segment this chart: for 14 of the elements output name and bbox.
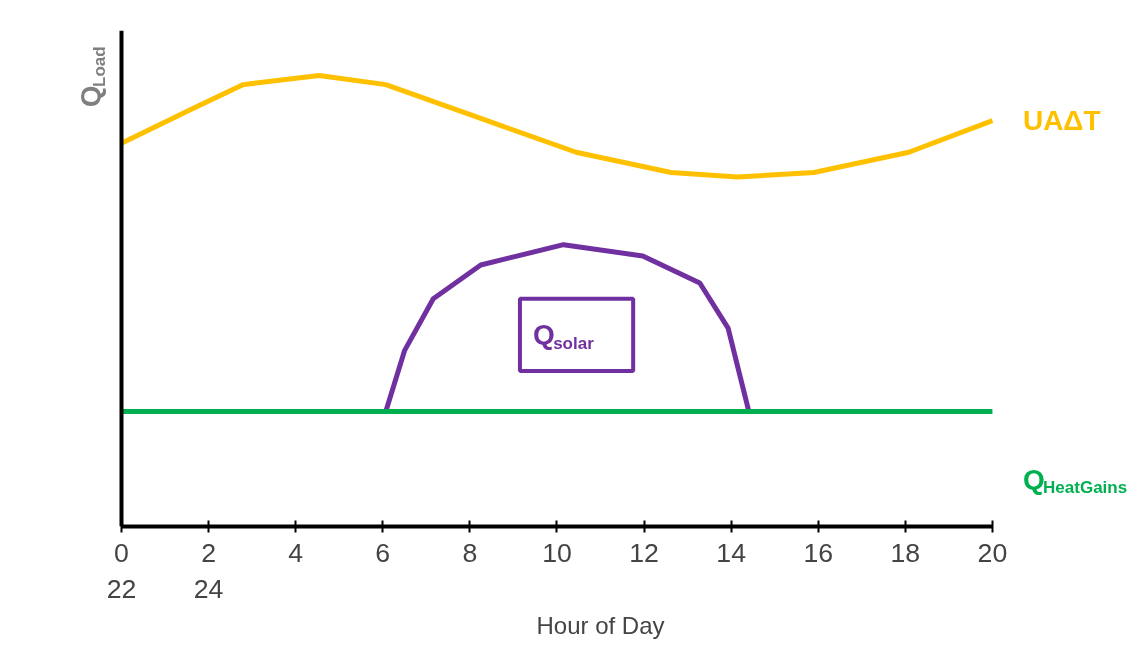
x-tick-label: 0 22	[106, 537, 137, 604]
x-tick-label: 10	[542, 537, 572, 568]
x-tick-label: 4	[288, 537, 304, 568]
x-tick-label: 20	[977, 537, 1008, 568]
x-tick-label: 16	[803, 537, 834, 568]
x-tick-label: 6	[375, 537, 391, 568]
x-axis-title: Hour of Day	[536, 611, 665, 639]
y-axis-title: QLoad	[75, 46, 109, 108]
x-tick-label: 2 24	[193, 537, 224, 604]
x-tick-label: 12	[629, 537, 659, 568]
series-label: UAΔT	[1022, 105, 1101, 137]
x-tick-label: 8	[462, 537, 478, 568]
x-tick-label: 14	[716, 537, 747, 568]
x-tick-label: 18	[890, 537, 921, 568]
